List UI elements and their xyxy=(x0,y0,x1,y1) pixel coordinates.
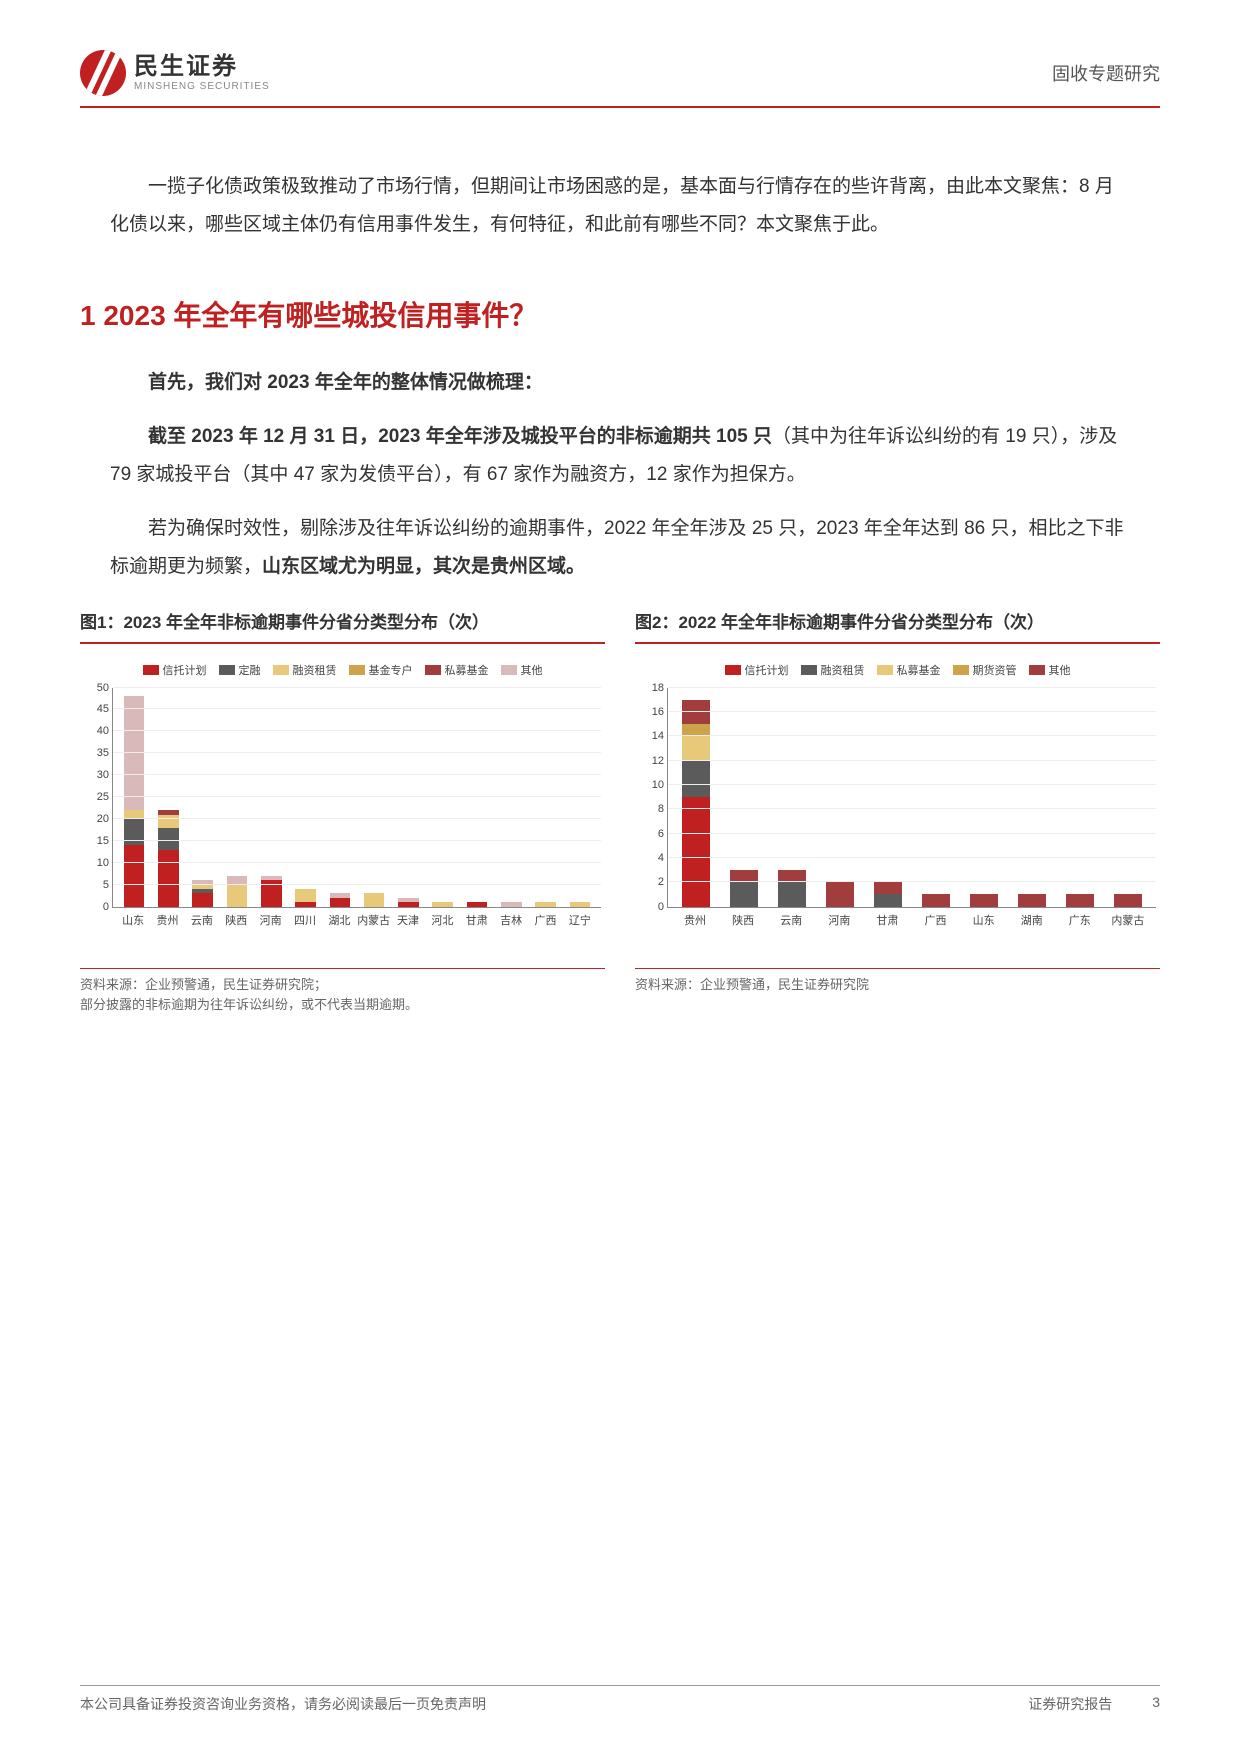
bar-column xyxy=(1104,688,1152,907)
legend-item: 其他 xyxy=(1029,662,1071,678)
x-label: 湖北 xyxy=(322,912,356,928)
bar-column xyxy=(528,688,562,907)
bar-column xyxy=(672,688,720,907)
bar-column xyxy=(563,688,597,907)
page-header: 民生证券 MINSHENG SECURITIES 固收专题研究 xyxy=(80,50,1160,108)
chart-2-source: 资料来源：企业预警通，民生证券研究院 xyxy=(635,968,1160,996)
bar-column xyxy=(357,688,391,907)
x-label: 辽宁 xyxy=(563,912,597,928)
x-label: 山东 xyxy=(116,912,150,928)
bar-column xyxy=(768,688,816,907)
x-label: 河北 xyxy=(425,912,459,928)
legend-item: 融资租赁 xyxy=(801,662,865,678)
bar-column xyxy=(151,688,185,907)
chart-1-source-1: 资料来源：企业预警通，民生证券研究院； xyxy=(80,975,605,996)
paragraph-2: 截至 2023 年 12 月 31 日，2023 年全年涉及城投平台的非标逾期共… xyxy=(110,418,1130,494)
x-label: 陕西 xyxy=(219,912,253,928)
intro-paragraph: 一揽子化债政策极致推动了市场行情，但期间让市场困惑的是，基本面与行情存在的些许背… xyxy=(110,168,1130,244)
legend-item: 其他 xyxy=(501,662,543,678)
legend-item: 期货资管 xyxy=(953,662,1017,678)
logo: 民生证券 MINSHENG SECURITIES xyxy=(80,50,270,96)
bar-column xyxy=(323,688,357,907)
logo-icon xyxy=(80,50,126,96)
legend-item: 信托计划 xyxy=(143,662,207,678)
x-label: 甘肃 xyxy=(863,912,911,928)
legend-item: 融资租赁 xyxy=(273,662,337,678)
x-label: 河南 xyxy=(253,912,287,928)
chart-2-plot: 024681012141618 xyxy=(667,688,1156,908)
bar-column xyxy=(391,688,425,907)
chart-1-source-2: 部分披露的非标逾期为往年诉讼纠纷，或不代表当期逾期。 xyxy=(80,995,605,1016)
bar-column xyxy=(720,688,768,907)
paragraph-2-bold: 截至 2023 年 12 月 31 日，2023 年全年涉及城投平台的非标逾期共… xyxy=(148,426,772,447)
section-heading: 1 2023 年全年有哪些城投信用事件？ xyxy=(80,294,1160,334)
footer-doc-type: 证券研究报告 xyxy=(1028,1694,1112,1714)
bar-column xyxy=(864,688,912,907)
bar-column xyxy=(426,688,460,907)
x-label: 广西 xyxy=(911,912,959,928)
footer-disclaimer: 本公司具备证券投资咨询业务资格，请务必阅读最后一页免责声明 xyxy=(80,1694,486,1714)
chart-2-xlabels: 贵州陕西云南河南甘肃广西山东湖南广东内蒙古 xyxy=(667,908,1156,928)
x-label: 甘肃 xyxy=(460,912,494,928)
legend-item: 信托计划 xyxy=(725,662,789,678)
x-label: 广西 xyxy=(528,912,562,928)
bar-column xyxy=(912,688,960,907)
bar-column xyxy=(288,688,322,907)
x-label: 湖南 xyxy=(1008,912,1056,928)
x-label: 内蒙古 xyxy=(357,912,391,928)
bar-column xyxy=(117,688,151,907)
footer-page-number: 3 xyxy=(1152,1694,1160,1714)
legend-item: 私募基金 xyxy=(877,662,941,678)
x-label: 陕西 xyxy=(719,912,767,928)
chart-2: 图2：2022 年全年非标逾期事件分省分类型分布（次） 信托计划融资租赁私募基金… xyxy=(635,610,1160,1016)
chart-1-xlabels: 山东贵州云南陕西河南四川湖北内蒙古天津河北甘肃吉林广西辽宁 xyxy=(112,908,601,928)
x-label: 广东 xyxy=(1056,912,1104,928)
bar-column xyxy=(1008,688,1056,907)
x-label: 河南 xyxy=(815,912,863,928)
x-label: 四川 xyxy=(288,912,322,928)
bar-column xyxy=(460,688,494,907)
bar-column xyxy=(186,688,220,907)
chart-2-legend: 信托计划融资租赁私募基金期货资管其他 xyxy=(639,662,1156,678)
paragraph-3: 若为确保时效性，剔除涉及往年诉讼纠纷的逾期事件，2022 年全年涉及 25 只，… xyxy=(110,510,1130,586)
chart-1-source: 资料来源：企业预警通，民生证券研究院； 部分披露的非标逾期为往年诉讼纠纷，或不代… xyxy=(80,968,605,1017)
paragraph-1: 首先，我们对 2023 年全年的整体情况做梳理： xyxy=(110,364,1130,402)
bar-column xyxy=(816,688,864,907)
x-label: 山东 xyxy=(960,912,1008,928)
x-label: 贵州 xyxy=(150,912,184,928)
bar-column xyxy=(254,688,288,907)
chart-1-plot: 05101520253035404550 xyxy=(112,688,601,908)
chart-1: 图1：2023 年全年非标逾期事件分省分类型分布（次） 信托计划定融融资租赁基金… xyxy=(80,610,605,1016)
page-footer: 本公司具备证券投资咨询业务资格，请务必阅读最后一页免责声明 证券研究报告 3 xyxy=(80,1685,1160,1714)
bar-column xyxy=(220,688,254,907)
chart-1-title: 图1：2023 年全年非标逾期事件分省分类型分布（次） xyxy=(80,610,605,644)
legend-item: 定融 xyxy=(219,662,261,678)
x-label: 贵州 xyxy=(671,912,719,928)
x-label: 内蒙古 xyxy=(1104,912,1152,928)
chart-2-title: 图2：2022 年全年非标逾期事件分省分类型分布（次） xyxy=(635,610,1160,644)
charts-row: 图1：2023 年全年非标逾期事件分省分类型分布（次） 信托计划定融融资租赁基金… xyxy=(80,610,1160,1016)
logo-text-en: MINSHENG SECURITIES xyxy=(134,81,270,92)
legend-item: 私募基金 xyxy=(425,662,489,678)
chart-1-legend: 信托计划定融融资租赁基金专户私募基金其他 xyxy=(84,662,601,678)
x-label: 天津 xyxy=(391,912,425,928)
x-label: 吉林 xyxy=(494,912,528,928)
bar-column xyxy=(1056,688,1104,907)
chart-2-source-1: 资料来源：企业预警通，民生证券研究院 xyxy=(635,975,1160,996)
paragraph-3b: 山东区域尤为明显，其次是贵州区域。 xyxy=(262,556,585,577)
header-category: 固收专题研究 xyxy=(1052,60,1160,86)
x-label: 云南 xyxy=(767,912,815,928)
legend-item: 基金专户 xyxy=(349,662,413,678)
bar-column xyxy=(960,688,1008,907)
logo-text-cn: 民生证券 xyxy=(134,54,270,80)
x-label: 云南 xyxy=(185,912,219,928)
bar-column xyxy=(494,688,528,907)
